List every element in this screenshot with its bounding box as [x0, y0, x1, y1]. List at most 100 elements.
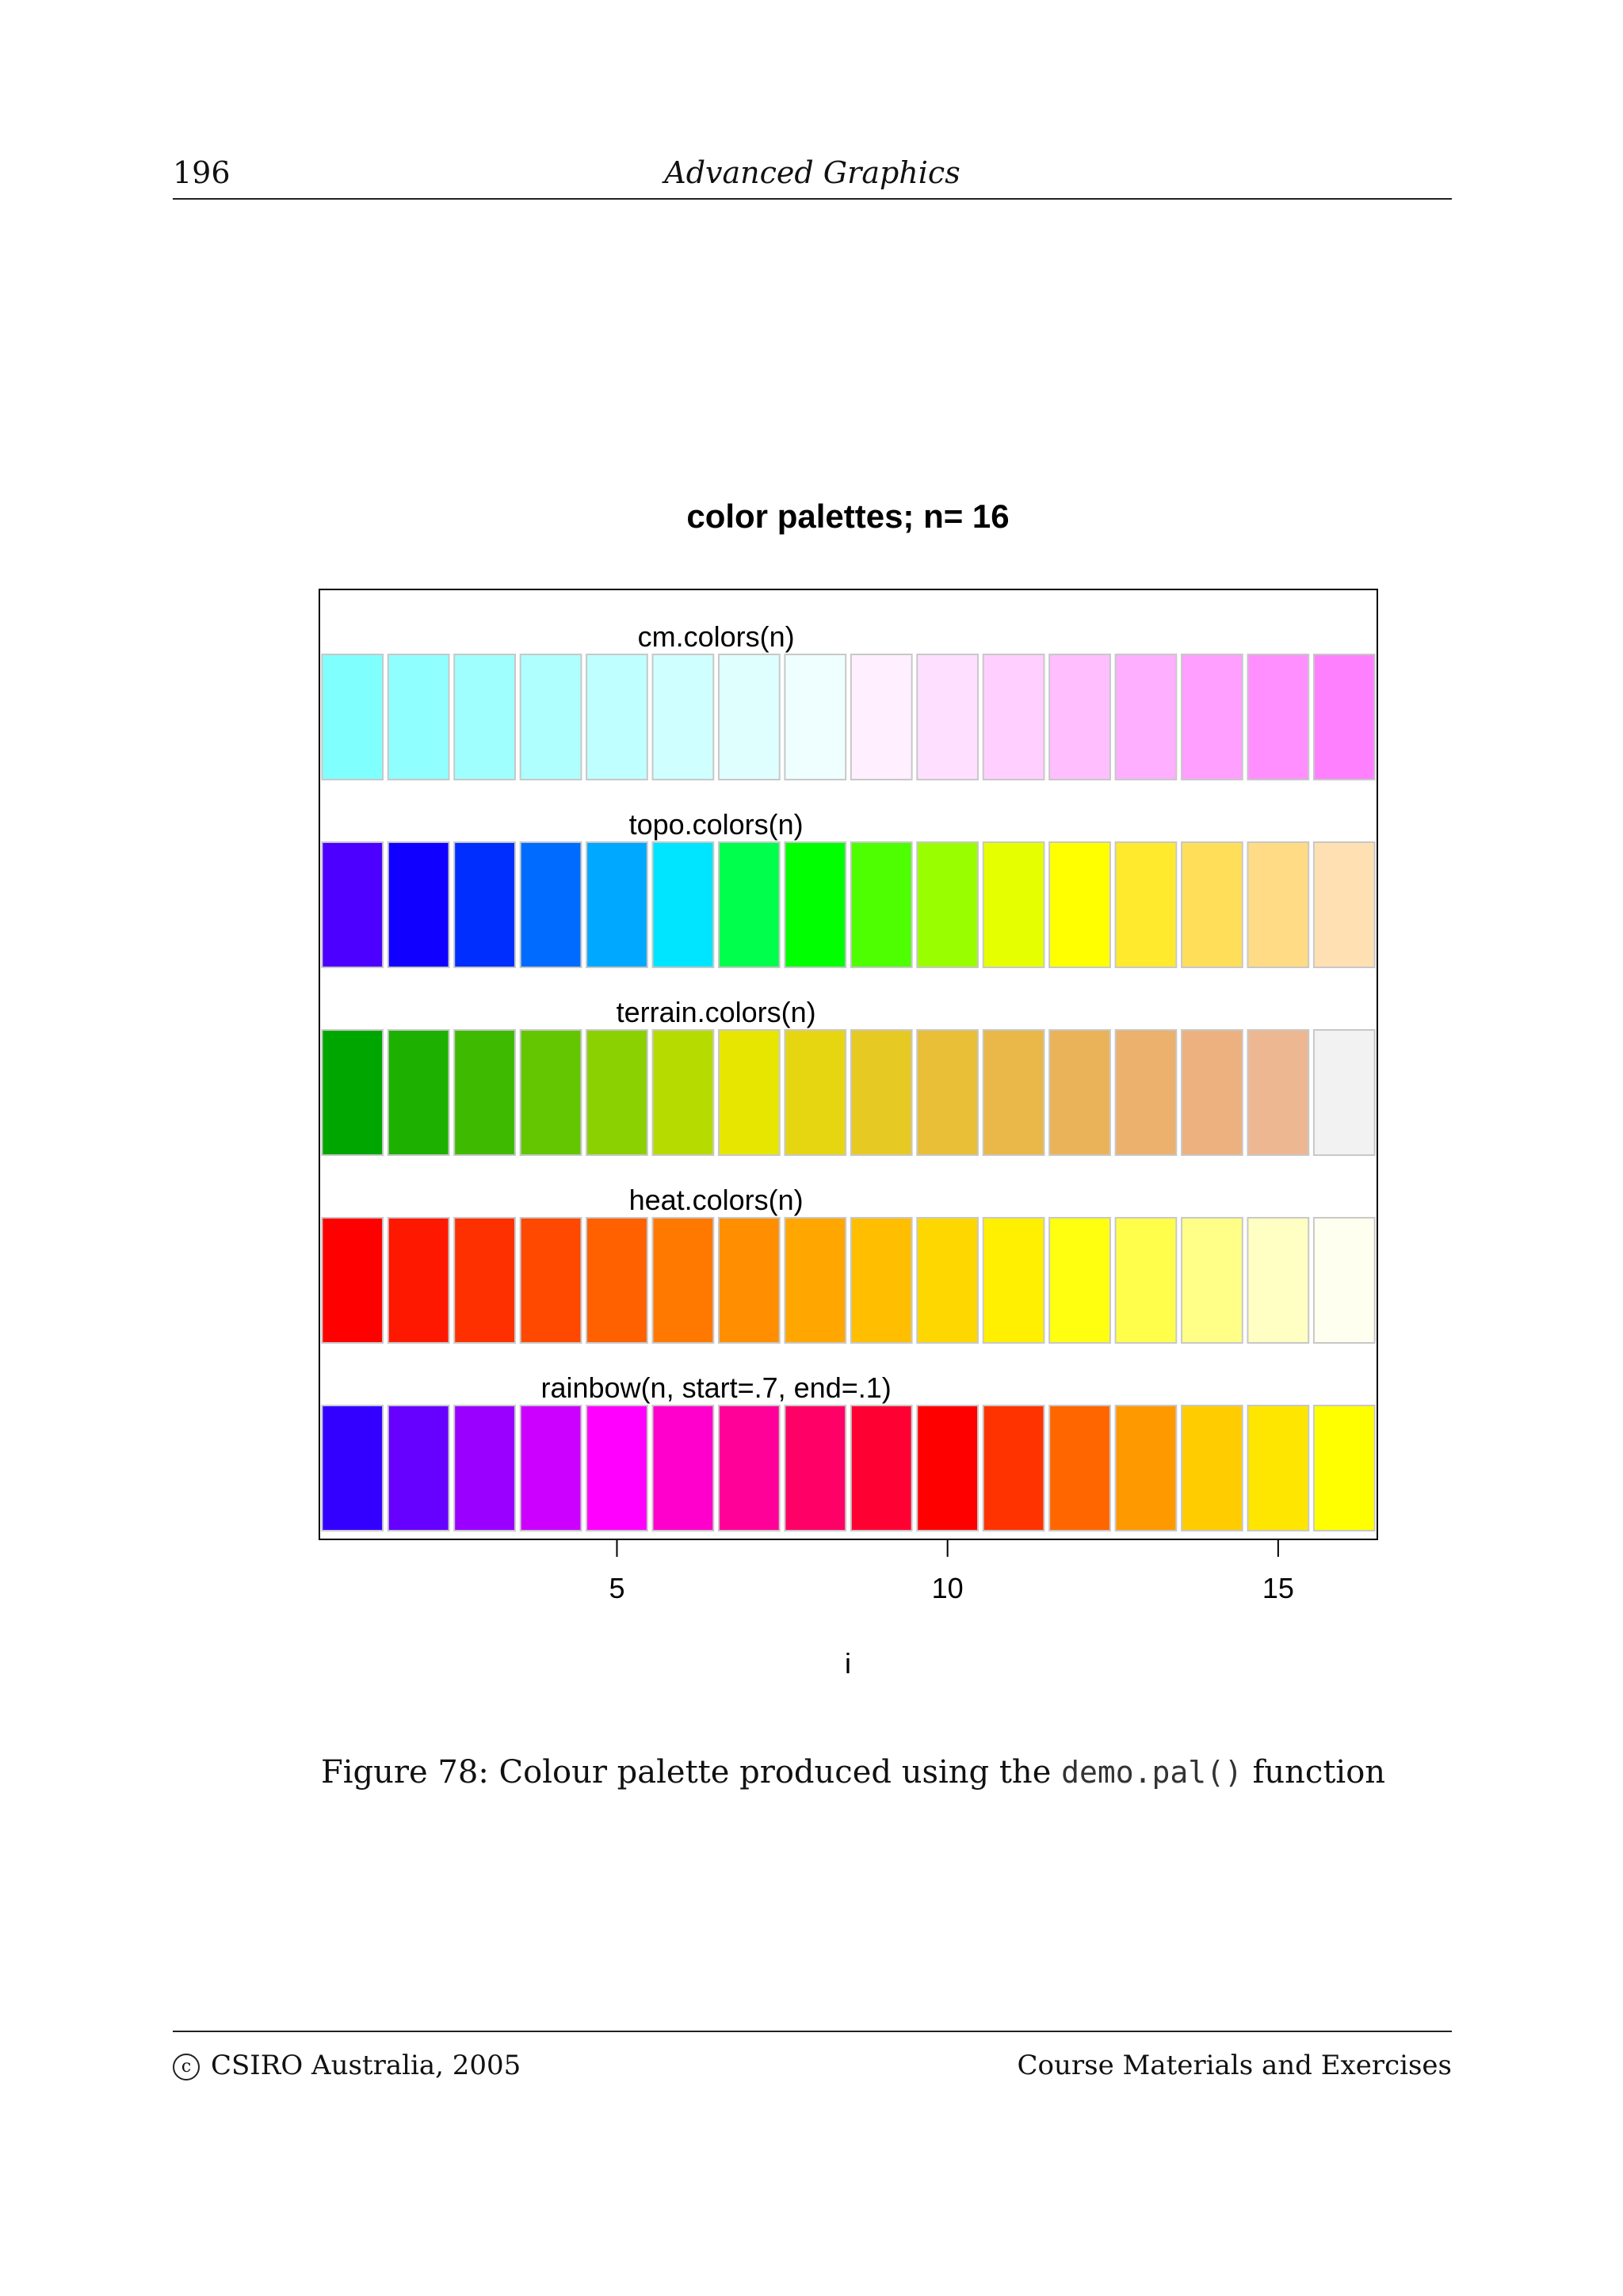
palette-swatch [1181, 1405, 1243, 1531]
palette-swatch [1048, 1405, 1111, 1531]
palette-swatch [651, 654, 715, 780]
palette-swatch [519, 1405, 582, 1531]
caption-code: demo.pal() [1061, 1755, 1243, 1790]
palette-swatch [1114, 1405, 1178, 1531]
footer-left: c CSIRO Australia, 2005 [173, 2050, 521, 2081]
palette-swatch [982, 1217, 1045, 1344]
palette-swatch [651, 1405, 715, 1531]
palette-swatch [453, 654, 516, 780]
palette-swatch [586, 841, 648, 968]
palette-swatch [321, 654, 384, 780]
palette-swatch [850, 841, 913, 968]
palette-swatch [717, 1217, 781, 1344]
palette-swatch [1114, 1217, 1178, 1344]
palette-swatch [1247, 654, 1310, 780]
palette-swatch [916, 1405, 980, 1531]
palette-swatch [850, 654, 913, 780]
palette-swatch [453, 1029, 516, 1156]
palette-swatch [321, 1405, 384, 1531]
palette-swatch [1247, 1405, 1310, 1531]
palette-swatch [717, 654, 781, 780]
figure-caption: Figure 78: Colour palette produced using… [321, 1754, 1385, 1791]
palette-swatch [651, 841, 715, 968]
page-header: 196 Advanced Graphics [173, 151, 1452, 200]
page-number: 196 [173, 155, 231, 190]
palette-swatch [850, 1217, 913, 1344]
x-tick-label: 5 [609, 1572, 624, 1604]
palette-swatch [717, 1405, 781, 1531]
palette-swatch [387, 1029, 450, 1156]
palette-swatch [321, 841, 384, 968]
palette-swatch [1312, 841, 1376, 968]
palette-swatch [519, 654, 582, 780]
palette-swatch [586, 1029, 648, 1156]
palette-swatch [717, 841, 781, 968]
palette-swatch [1181, 841, 1243, 968]
palette-swatch [1114, 654, 1178, 780]
palette-swatch [1247, 1029, 1310, 1156]
palette-swatch [321, 1029, 384, 1156]
palette-swatch [651, 1029, 715, 1156]
running-title: Advanced Graphics [664, 155, 960, 190]
palette-swatch [387, 1217, 450, 1344]
palette-swatch [1181, 654, 1243, 780]
palette-swatch [586, 1405, 648, 1531]
palette-swatch [717, 1029, 781, 1156]
palette-swatch [1312, 654, 1376, 780]
palette-label: rainbow(n, start=.7, end=.1) [541, 1371, 892, 1404]
palette-swatch [453, 841, 516, 968]
caption-suffix: function [1252, 1754, 1386, 1791]
palette-swatch [519, 841, 582, 968]
palette-swatch [1048, 841, 1111, 968]
footer-right: Course Materials and Exercises [1017, 2050, 1452, 2081]
chart-title: color palettes; n= 16 [686, 498, 1009, 535]
palette-swatch [586, 654, 648, 780]
palette-label: topo.colors(n) [629, 808, 804, 841]
palette-swatch [1181, 1029, 1243, 1156]
palette-swatch [321, 1217, 384, 1344]
palette-label: cm.colors(n) [638, 620, 795, 653]
palette-swatch [850, 1029, 913, 1156]
palette-swatch [1181, 1217, 1243, 1344]
palette-label: terrain.colors(n) [617, 996, 816, 1028]
x-tick-label: 10 [932, 1572, 964, 1604]
palette-swatch [1048, 654, 1111, 780]
color-palette-figure: color palettes; n= 16 cm.colors(n) topo.co… [319, 498, 1378, 1680]
palette-swatch [784, 841, 847, 968]
palette-swatch [387, 841, 450, 968]
palette-swatch [784, 1217, 847, 1344]
palette-swatch [850, 1405, 913, 1531]
palette-swatch [453, 1405, 516, 1531]
palette-swatch [387, 654, 450, 780]
palette-swatch [453, 1217, 516, 1344]
caption-prefix: Figure 78: Colour palette produced using… [321, 1754, 1052, 1791]
x-axis-label: i [845, 1647, 851, 1680]
palette-swatch [784, 1405, 847, 1531]
palette-swatch [387, 1405, 450, 1531]
palette-swatch [1114, 841, 1178, 968]
palette-swatch [916, 841, 980, 968]
palette-swatch [1114, 1029, 1178, 1156]
palette-swatch [1312, 1217, 1376, 1344]
palette-swatch [916, 654, 980, 780]
page-footer: c CSIRO Australia, 2005 Course Materials … [173, 2031, 1452, 2081]
palette-swatch [1312, 1029, 1376, 1156]
palette-swatch [519, 1029, 582, 1156]
palette-swatch [982, 1405, 1045, 1531]
palette-swatch [916, 1029, 980, 1156]
palette-swatch [1247, 841, 1310, 968]
footer-left-text: CSIRO Australia, 2005 [211, 2050, 521, 2081]
palette-swatch [1048, 1217, 1111, 1344]
palette-swatch [784, 654, 847, 780]
palette-swatch [784, 1029, 847, 1156]
palette-swatch [1247, 1217, 1310, 1344]
palette-label: heat.colors(n) [629, 1184, 804, 1216]
palette-swatch [1312, 1405, 1376, 1531]
palette-swatch [982, 654, 1045, 780]
palette-swatch [1048, 1029, 1111, 1156]
palette-swatch [651, 1217, 715, 1344]
palette-swatch [586, 1217, 648, 1344]
palette-swatch [982, 1029, 1045, 1156]
palette-swatch [916, 1217, 980, 1344]
copyright-icon: c [173, 2054, 200, 2081]
